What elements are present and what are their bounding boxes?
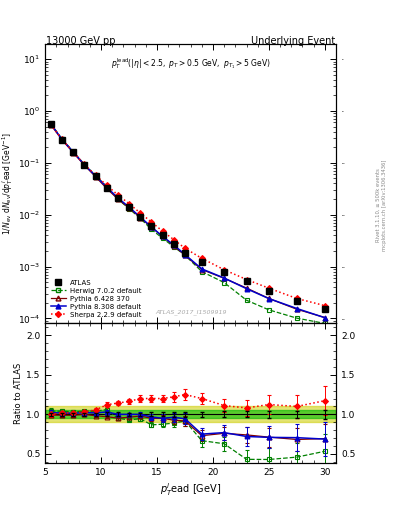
Legend: ATLAS, Herwig 7.0.2 default, Pythia 6.428 370, Pythia 8.308 default, Sherpa 2.2.: ATLAS, Herwig 7.0.2 default, Pythia 6.42… [49, 278, 143, 320]
Y-axis label: $1/N_\mathrm{ev}\ \mathrm{d}N_\mathrm{ev}/\mathrm{d}p_T^l\mathrm{ead}\ [\mathrm{: $1/N_\mathrm{ev}\ \mathrm{d}N_\mathrm{ev… [0, 132, 15, 235]
Y-axis label: Ratio to ATLAS: Ratio to ATLAS [14, 363, 23, 424]
Text: 13000 GeV pp: 13000 GeV pp [46, 36, 116, 46]
Bar [45, 407, 336, 422]
X-axis label: $p_T^l\mathrm{ead}\ [\mathrm{GeV}]$: $p_T^l\mathrm{ead}\ [\mathrm{GeV}]$ [160, 481, 221, 498]
Text: $p_T^\mathrm{lead}(|\eta|<2.5,\ p_T>0.5\ \mathrm{GeV},\ p_{T_1}>5\ \mathrm{GeV}): $p_T^\mathrm{lead}(|\eta|<2.5,\ p_T>0.5\… [110, 56, 271, 71]
Text: ATLAS_2017_I1509919: ATLAS_2017_I1509919 [155, 309, 226, 315]
Text: Underlying Event: Underlying Event [251, 36, 335, 46]
Text: mcplots.cern.ch [arXiv:1306.3436]: mcplots.cern.ch [arXiv:1306.3436] [382, 159, 387, 250]
Bar [45, 411, 336, 418]
Text: Rivet 3.1.10, ≥ 500k events: Rivet 3.1.10, ≥ 500k events [376, 168, 380, 242]
